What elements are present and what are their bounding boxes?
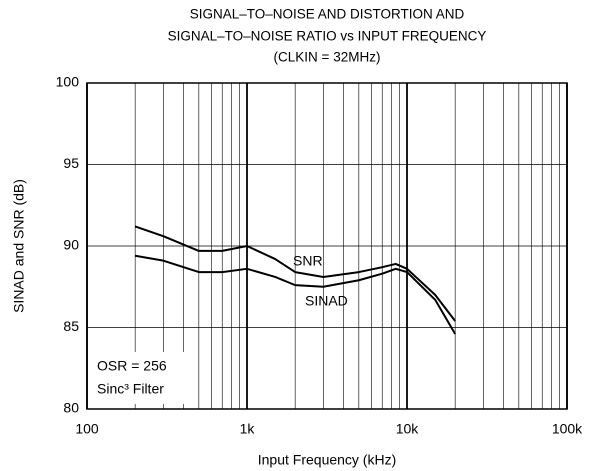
- y-tick-label: 100: [56, 74, 80, 90]
- y-axis-label: SINAD and SNR (dB): [11, 179, 27, 313]
- annotation-box: [89, 352, 189, 404]
- chart-title: (CLKIN = 32MHz): [274, 50, 381, 65]
- series-line: [134, 254, 457, 335]
- series-label: SNR: [293, 253, 323, 269]
- y-tick-label: 95: [63, 155, 79, 171]
- annotation: Sinc³ Filter: [97, 381, 164, 397]
- annotation: OSR = 256: [97, 358, 167, 374]
- x-tick-label: 10k: [396, 421, 420, 437]
- series-label: SINAD: [305, 293, 348, 309]
- chart-title: SIGNAL–TO–NOISE AND DISTORTION AND: [190, 7, 465, 22]
- series-line: [134, 225, 456, 322]
- x-axis-label: Input Frequency (kHz): [258, 452, 397, 468]
- y-tick-label: 90: [63, 237, 79, 253]
- y-tick-label: 85: [63, 318, 79, 334]
- x-tick-label: 1k: [240, 421, 256, 437]
- chart-title: SIGNAL–TO–NOISE RATIO vs INPUT FREQUENCY: [168, 29, 487, 44]
- plot-frame: [86, 82, 568, 410]
- x-tick-label: 100: [75, 421, 99, 437]
- x-tick-label: 100k: [552, 421, 583, 437]
- y-tick-label: 80: [63, 400, 79, 416]
